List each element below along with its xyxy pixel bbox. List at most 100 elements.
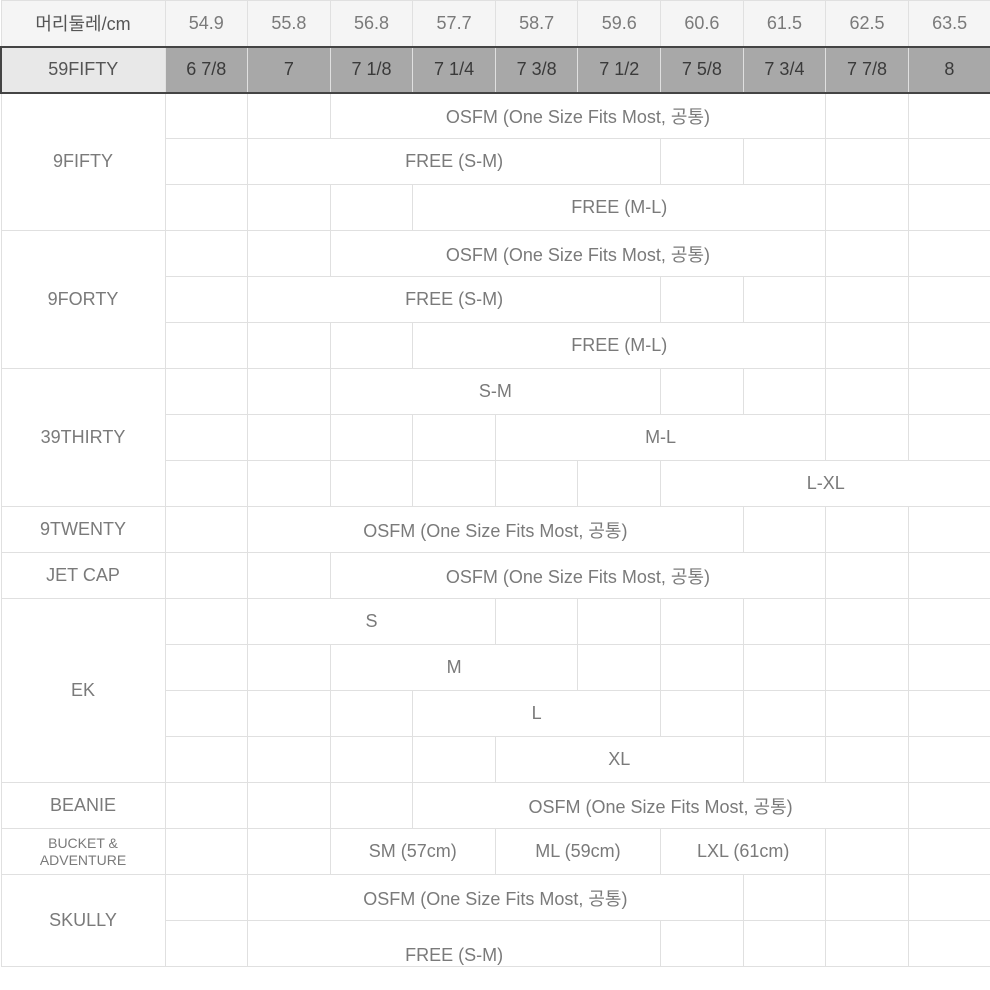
span-osfm: OSFM (One Size Fits Most, 공통) <box>248 875 744 921</box>
empty-cell <box>743 691 826 737</box>
span-free-sm: FREE (S-M) <box>248 921 661 967</box>
empty-cell <box>248 185 331 231</box>
span-sm57: SM (57cm) <box>330 829 495 875</box>
empty-cell <box>908 139 990 185</box>
empty-cell <box>165 277 248 323</box>
row-39thirty-1: 39THIRTY S-M <box>1 369 990 415</box>
size-chart-table: 머리둘레/cm 54.9 55.8 56.8 57.7 58.7 59.6 60… <box>0 0 990 967</box>
row-jetcap: JET CAP OSFM (One Size Fits Most, 공통) <box>1 553 990 599</box>
span-free-ml: FREE (M-L) <box>413 323 826 369</box>
empty-cell <box>908 783 990 829</box>
empty-cell <box>495 461 578 507</box>
empty-cell <box>908 875 990 921</box>
empty-cell <box>165 645 248 691</box>
empty-cell <box>578 461 661 507</box>
header-row: 머리둘레/cm 54.9 55.8 56.8 57.7 58.7 59.6 60… <box>1 1 990 47</box>
row-label-ek: EK <box>1 599 165 783</box>
span-osfm: OSFM (One Size Fits Most, 공통) <box>330 231 826 277</box>
header-size: 57.7 <box>413 1 496 47</box>
row-label-bucket: BUCKET &ADVENTURE <box>1 829 165 875</box>
empty-cell <box>661 599 744 645</box>
row-59fifty: 59FIFTY 6 7/8 7 7 1/8 7 1/4 7 3/8 7 1/2 … <box>1 47 990 93</box>
row-9fifty-1: 9FIFTY OSFM (One Size Fits Most, 공통) <box>1 93 990 139</box>
empty-cell <box>248 783 331 829</box>
empty-cell <box>248 415 331 461</box>
empty-cell <box>165 93 248 139</box>
empty-cell <box>826 231 909 277</box>
empty-cell <box>165 875 248 921</box>
span-osfm: OSFM (One Size Fits Most, 공통) <box>413 783 909 829</box>
empty-cell <box>248 93 331 139</box>
row-label-9twenty: 9TWENTY <box>1 507 165 553</box>
empty-cell <box>165 553 248 599</box>
size-cell: 7 1/8 <box>330 47 413 93</box>
empty-cell <box>743 737 826 783</box>
empty-cell <box>908 415 990 461</box>
row-label-jetcap: JET CAP <box>1 553 165 599</box>
empty-cell <box>330 323 413 369</box>
empty-cell <box>826 139 909 185</box>
row-ek-1: EK S <box>1 599 990 645</box>
header-size: 59.6 <box>578 1 661 47</box>
empty-cell <box>661 277 744 323</box>
empty-cell <box>908 323 990 369</box>
empty-cell <box>165 369 248 415</box>
row-9twenty: 9TWENTY OSFM (One Size Fits Most, 공통) <box>1 507 990 553</box>
empty-cell <box>826 369 909 415</box>
row-label-skully: SKULLY <box>1 875 165 967</box>
empty-cell <box>248 553 331 599</box>
row-skully-1: SKULLY OSFM (One Size Fits Most, 공통) <box>1 875 990 921</box>
row-label-59fifty: 59FIFTY <box>1 47 165 93</box>
size-cell: 7 3/4 <box>743 47 826 93</box>
empty-cell <box>248 461 331 507</box>
span-m: M <box>330 645 578 691</box>
empty-cell <box>908 691 990 737</box>
row-bucket: BUCKET &ADVENTURE SM (57cm) ML (59cm) LX… <box>1 829 990 875</box>
empty-cell <box>330 461 413 507</box>
span-osfm: OSFM (One Size Fits Most, 공통) <box>248 507 744 553</box>
header-size: 55.8 <box>248 1 331 47</box>
empty-cell <box>165 415 248 461</box>
span-s: S <box>248 599 496 645</box>
empty-cell <box>743 875 826 921</box>
empty-cell <box>826 185 909 231</box>
empty-cell <box>826 599 909 645</box>
empty-cell <box>908 599 990 645</box>
empty-cell <box>248 369 331 415</box>
empty-cell <box>330 737 413 783</box>
span-ml59: ML (59cm) <box>495 829 660 875</box>
row-beanie: BEANIE OSFM (One Size Fits Most, 공통) <box>1 783 990 829</box>
empty-cell <box>826 691 909 737</box>
empty-cell <box>743 921 826 967</box>
empty-cell <box>908 185 990 231</box>
empty-cell <box>661 369 744 415</box>
span-free-ml: FREE (M-L) <box>413 185 826 231</box>
header-size: 56.8 <box>330 1 413 47</box>
empty-cell <box>826 737 909 783</box>
empty-cell <box>826 415 909 461</box>
empty-cell <box>165 461 248 507</box>
header-size: 54.9 <box>165 1 248 47</box>
size-cell: 7 1/2 <box>578 47 661 93</box>
row-label-9forty: 9FORTY <box>1 231 165 369</box>
empty-cell <box>743 139 826 185</box>
empty-cell <box>908 737 990 783</box>
empty-cell <box>908 277 990 323</box>
header-size: 60.6 <box>661 1 744 47</box>
empty-cell <box>908 369 990 415</box>
empty-cell <box>826 277 909 323</box>
empty-cell <box>413 737 496 783</box>
empty-cell <box>165 323 248 369</box>
empty-cell <box>578 599 661 645</box>
empty-cell <box>661 921 744 967</box>
empty-cell <box>743 369 826 415</box>
empty-cell <box>248 737 331 783</box>
empty-cell <box>248 231 331 277</box>
span-ml: M-L <box>495 415 825 461</box>
size-cell: 7 <box>248 47 331 93</box>
empty-cell <box>495 599 578 645</box>
empty-cell <box>743 599 826 645</box>
row-label-beanie: BEANIE <box>1 783 165 829</box>
header-label: 머리둘레/cm <box>1 1 165 47</box>
empty-cell <box>908 921 990 967</box>
